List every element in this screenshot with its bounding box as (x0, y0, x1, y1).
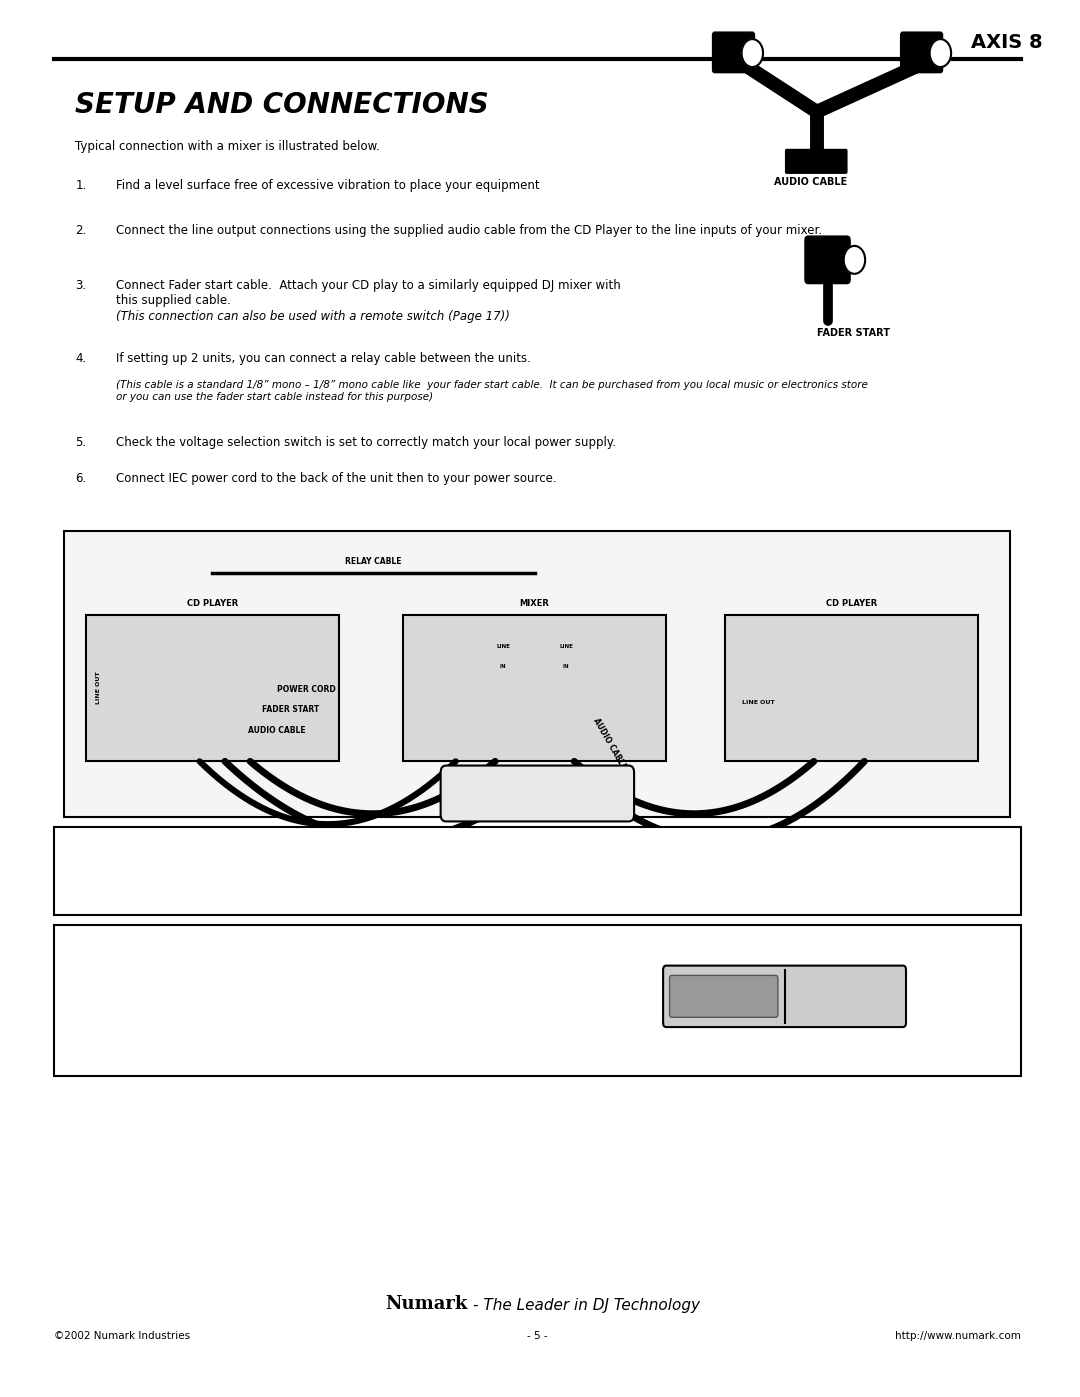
Text: Check the voltage selection switch is set to correctly match your local power su: Check the voltage selection switch is se… (116, 436, 616, 448)
Text: 3) If the VOLTAGE SELECTOR switch does not move smoothly contact a qualified ser: 3) If the VOLTAGE SELECTOR switch does n… (76, 1063, 583, 1073)
Text: - 5 -: - 5 - (527, 1331, 548, 1341)
Text: LINE OUT: LINE OUT (96, 672, 102, 704)
Circle shape (843, 246, 865, 274)
Bar (726, 615, 978, 761)
Text: CD PLAYER: CD PLAYER (187, 599, 238, 608)
Text: DIGITAL OUTPUTS:: DIGITAL OUTPUTS: (70, 837, 193, 849)
Text: (This connection can also be used with a remote switch (Page 17)): (This connection can also be used with a… (116, 310, 510, 323)
Bar (54, 925, 1021, 1076)
Text: 3.: 3. (76, 279, 86, 292)
Text: Typical connection with a mixer is illustrated below.: Typical connection with a mixer is illus… (76, 140, 380, 152)
Text: AXIS 8: AXIS 8 (971, 32, 1042, 52)
FancyBboxPatch shape (805, 236, 850, 284)
FancyBboxPatch shape (441, 766, 634, 821)
Text: Connect Fader start cable.  Attach your CD play to a similarly equipped DJ mixer: Connect Fader start cable. Attach your C… (116, 279, 621, 307)
Bar (403, 615, 666, 761)
FancyBboxPatch shape (901, 32, 943, 73)
Text: 1)  The desired voltage may be set with the VOLTAGE SELECTOR switch
     on the : 1) The desired voltage may be set with t… (76, 974, 465, 995)
Text: LINE: LINE (559, 644, 573, 650)
FancyBboxPatch shape (670, 975, 778, 1017)
Text: SETUP AND CONNECTIONS: SETUP AND CONNECTIONS (76, 91, 489, 119)
FancyBboxPatch shape (785, 149, 847, 173)
Circle shape (930, 39, 951, 67)
Bar (65, 531, 1010, 817)
Text: LINE OUT: LINE OUT (742, 700, 774, 705)
Text: Connect IEC power cord to the back of the unit then to your power source.: Connect IEC power cord to the back of th… (116, 472, 556, 485)
Circle shape (742, 39, 764, 67)
Text: POWER SUPPLY: POWER SUPPLY (504, 789, 570, 798)
Text: 2.: 2. (76, 224, 86, 236)
Text: - The Leader in DJ Technology: - The Leader in DJ Technology (473, 1298, 700, 1313)
Text: ©2002 Numark Industries: ©2002 Numark Industries (54, 1331, 190, 1341)
Text: POWER CORD: POWER CORD (276, 685, 336, 693)
Text: If setting up 2 units, you can connect a relay cable between the units.: If setting up 2 units, you can connect a… (116, 352, 531, 365)
Text: LINE: LINE (496, 644, 510, 650)
Text: (This cable is a standard 1/8” mono – 1/8” mono cable like  your fader start cab: (This cable is a standard 1/8” mono – 1/… (116, 380, 868, 401)
Text: FADER START: FADER START (816, 328, 890, 338)
Text: FADER START: FADER START (261, 705, 319, 714)
FancyBboxPatch shape (663, 965, 906, 1027)
Text: AUDIO CABLE: AUDIO CABLE (773, 177, 847, 187)
Text: RELAY CABLE: RELAY CABLE (346, 557, 402, 566)
Text: IN: IN (500, 664, 507, 669)
Text: AUDIO CABLE: AUDIO CABLE (591, 717, 627, 771)
Text: 5.: 5. (76, 436, 86, 448)
Text: This CD player is specially equipped with digital outputs.  The format is type 2: This CD player is specially equipped wit… (218, 837, 737, 865)
Bar (86, 615, 338, 761)
Text: 4.: 4. (76, 352, 86, 365)
Bar (54, 827, 1021, 915)
Text: 2)  Do not move the VOLTAGE SELECTOR switch with excessive force
     as this ma: 2) Do not move the VOLTAGE SELECTOR swit… (76, 1018, 450, 1039)
Text: Connect the line output connections using the supplied audio cable from the CD P: Connect the line output connections usin… (116, 224, 822, 236)
Text: IN: IN (563, 664, 569, 669)
Text: Find a level surface free of excessive vibration to place your equipment: Find a level surface free of excessive v… (116, 179, 540, 191)
Text: CD PLAYER: CD PLAYER (826, 599, 877, 608)
FancyBboxPatch shape (713, 32, 755, 73)
Text: 1.: 1. (76, 179, 86, 191)
Text: MIXER: MIXER (519, 599, 550, 608)
Text: http://www.numark.com: http://www.numark.com (895, 1331, 1021, 1341)
Text: LINE VOLTAGE SELECTION: LINE VOLTAGE SELECTION (70, 935, 240, 947)
Text: AUDIO CABLE: AUDIO CABLE (248, 726, 306, 735)
Text: Numark: Numark (386, 1295, 468, 1313)
Text: 6.: 6. (76, 472, 86, 485)
Text: 230V / 50Hz: 230V / 50Hz (825, 993, 862, 999)
Text: 115V / 60Hz: 115V / 60Hz (707, 993, 743, 999)
Text: Check the program functions section of this manual for proper activation: Check the program functions section of t… (70, 886, 556, 898)
